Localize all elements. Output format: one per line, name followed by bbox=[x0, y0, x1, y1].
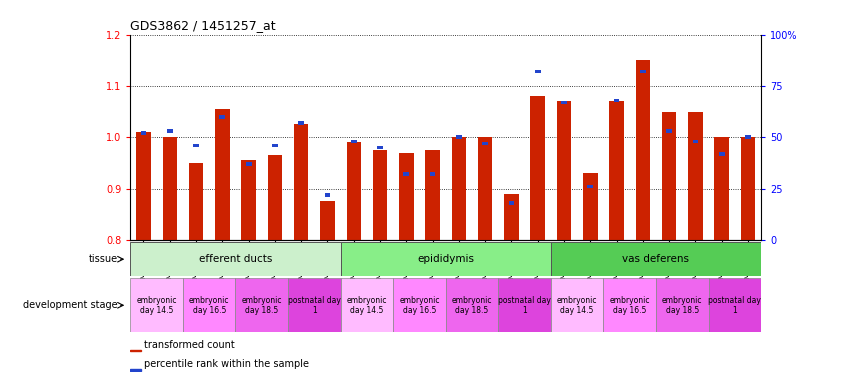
Bar bbox=[535, 70, 541, 73]
Bar bbox=[130, 369, 140, 371]
Text: embryonic
day 18.5: embryonic day 18.5 bbox=[241, 296, 282, 315]
Bar bbox=[130, 278, 182, 332]
Bar bbox=[299, 121, 304, 125]
Bar bbox=[551, 242, 761, 276]
Bar bbox=[603, 278, 656, 332]
Bar bbox=[610, 101, 624, 240]
Text: vas deferens: vas deferens bbox=[622, 254, 690, 264]
Text: GDS3862 / 1451257_at: GDS3862 / 1451257_at bbox=[130, 19, 276, 32]
Bar bbox=[745, 136, 751, 139]
Text: percentile rank within the sample: percentile rank within the sample bbox=[144, 359, 309, 369]
Bar bbox=[708, 278, 761, 332]
Bar bbox=[377, 146, 383, 149]
Bar bbox=[551, 278, 603, 332]
Text: embryonic
day 18.5: embryonic day 18.5 bbox=[662, 296, 702, 315]
Bar bbox=[656, 278, 708, 332]
Bar bbox=[662, 112, 676, 240]
Bar bbox=[320, 202, 335, 240]
Text: tissue: tissue bbox=[88, 254, 118, 264]
Bar bbox=[241, 161, 256, 240]
Bar bbox=[587, 185, 593, 189]
Bar bbox=[452, 137, 466, 240]
Bar bbox=[215, 109, 230, 240]
Bar bbox=[531, 96, 545, 240]
Bar bbox=[189, 163, 204, 240]
Bar bbox=[404, 172, 410, 176]
Bar bbox=[719, 152, 725, 156]
Text: embryonic
day 16.5: embryonic day 16.5 bbox=[189, 296, 230, 315]
Bar bbox=[583, 173, 597, 240]
Bar bbox=[140, 131, 146, 135]
Bar bbox=[182, 278, 235, 332]
Text: embryonic
day 14.5: embryonic day 14.5 bbox=[346, 296, 387, 315]
Bar bbox=[614, 99, 620, 102]
Bar bbox=[294, 124, 309, 240]
Bar bbox=[220, 115, 225, 119]
Bar bbox=[688, 112, 702, 240]
Bar bbox=[498, 278, 551, 332]
Bar bbox=[478, 137, 492, 240]
Bar bbox=[193, 144, 199, 147]
Bar bbox=[167, 129, 172, 133]
Bar bbox=[666, 129, 672, 133]
Bar bbox=[130, 350, 140, 351]
Bar bbox=[430, 172, 436, 176]
Text: epididymis: epididymis bbox=[417, 254, 474, 264]
Bar bbox=[246, 162, 251, 166]
Bar bbox=[351, 140, 357, 143]
Text: development stage: development stage bbox=[23, 300, 118, 310]
Text: embryonic
day 16.5: embryonic day 16.5 bbox=[610, 296, 650, 315]
Bar bbox=[561, 101, 567, 104]
Text: postnatal day
1: postnatal day 1 bbox=[498, 296, 551, 315]
Bar bbox=[130, 242, 341, 276]
Bar bbox=[235, 278, 288, 332]
Bar bbox=[267, 155, 282, 240]
Bar bbox=[456, 136, 462, 139]
Bar bbox=[509, 201, 515, 205]
Bar bbox=[505, 194, 519, 240]
Text: transformed count: transformed count bbox=[144, 340, 235, 350]
Bar bbox=[341, 278, 393, 332]
Text: embryonic
day 18.5: embryonic day 18.5 bbox=[452, 296, 492, 315]
Bar bbox=[640, 70, 646, 73]
Bar bbox=[325, 193, 331, 197]
Text: postnatal day
1: postnatal day 1 bbox=[288, 296, 341, 315]
Text: embryonic
day 14.5: embryonic day 14.5 bbox=[557, 296, 597, 315]
Bar bbox=[715, 137, 729, 240]
Bar bbox=[272, 144, 278, 147]
Bar bbox=[341, 242, 551, 276]
Bar bbox=[636, 60, 650, 240]
Bar bbox=[426, 150, 440, 240]
Bar bbox=[393, 278, 446, 332]
Bar bbox=[373, 150, 387, 240]
Text: embryonic
day 14.5: embryonic day 14.5 bbox=[136, 296, 177, 315]
Bar bbox=[741, 137, 755, 240]
Bar bbox=[446, 278, 498, 332]
Bar bbox=[692, 140, 698, 143]
Bar bbox=[346, 142, 361, 240]
Bar bbox=[557, 101, 571, 240]
Text: postnatal day
1: postnatal day 1 bbox=[708, 296, 761, 315]
Bar bbox=[399, 153, 414, 240]
Text: embryonic
day 16.5: embryonic day 16.5 bbox=[399, 296, 440, 315]
Bar bbox=[482, 142, 488, 145]
Text: efferent ducts: efferent ducts bbox=[198, 254, 272, 264]
Bar bbox=[136, 132, 151, 240]
Bar bbox=[162, 137, 177, 240]
Bar bbox=[288, 278, 341, 332]
